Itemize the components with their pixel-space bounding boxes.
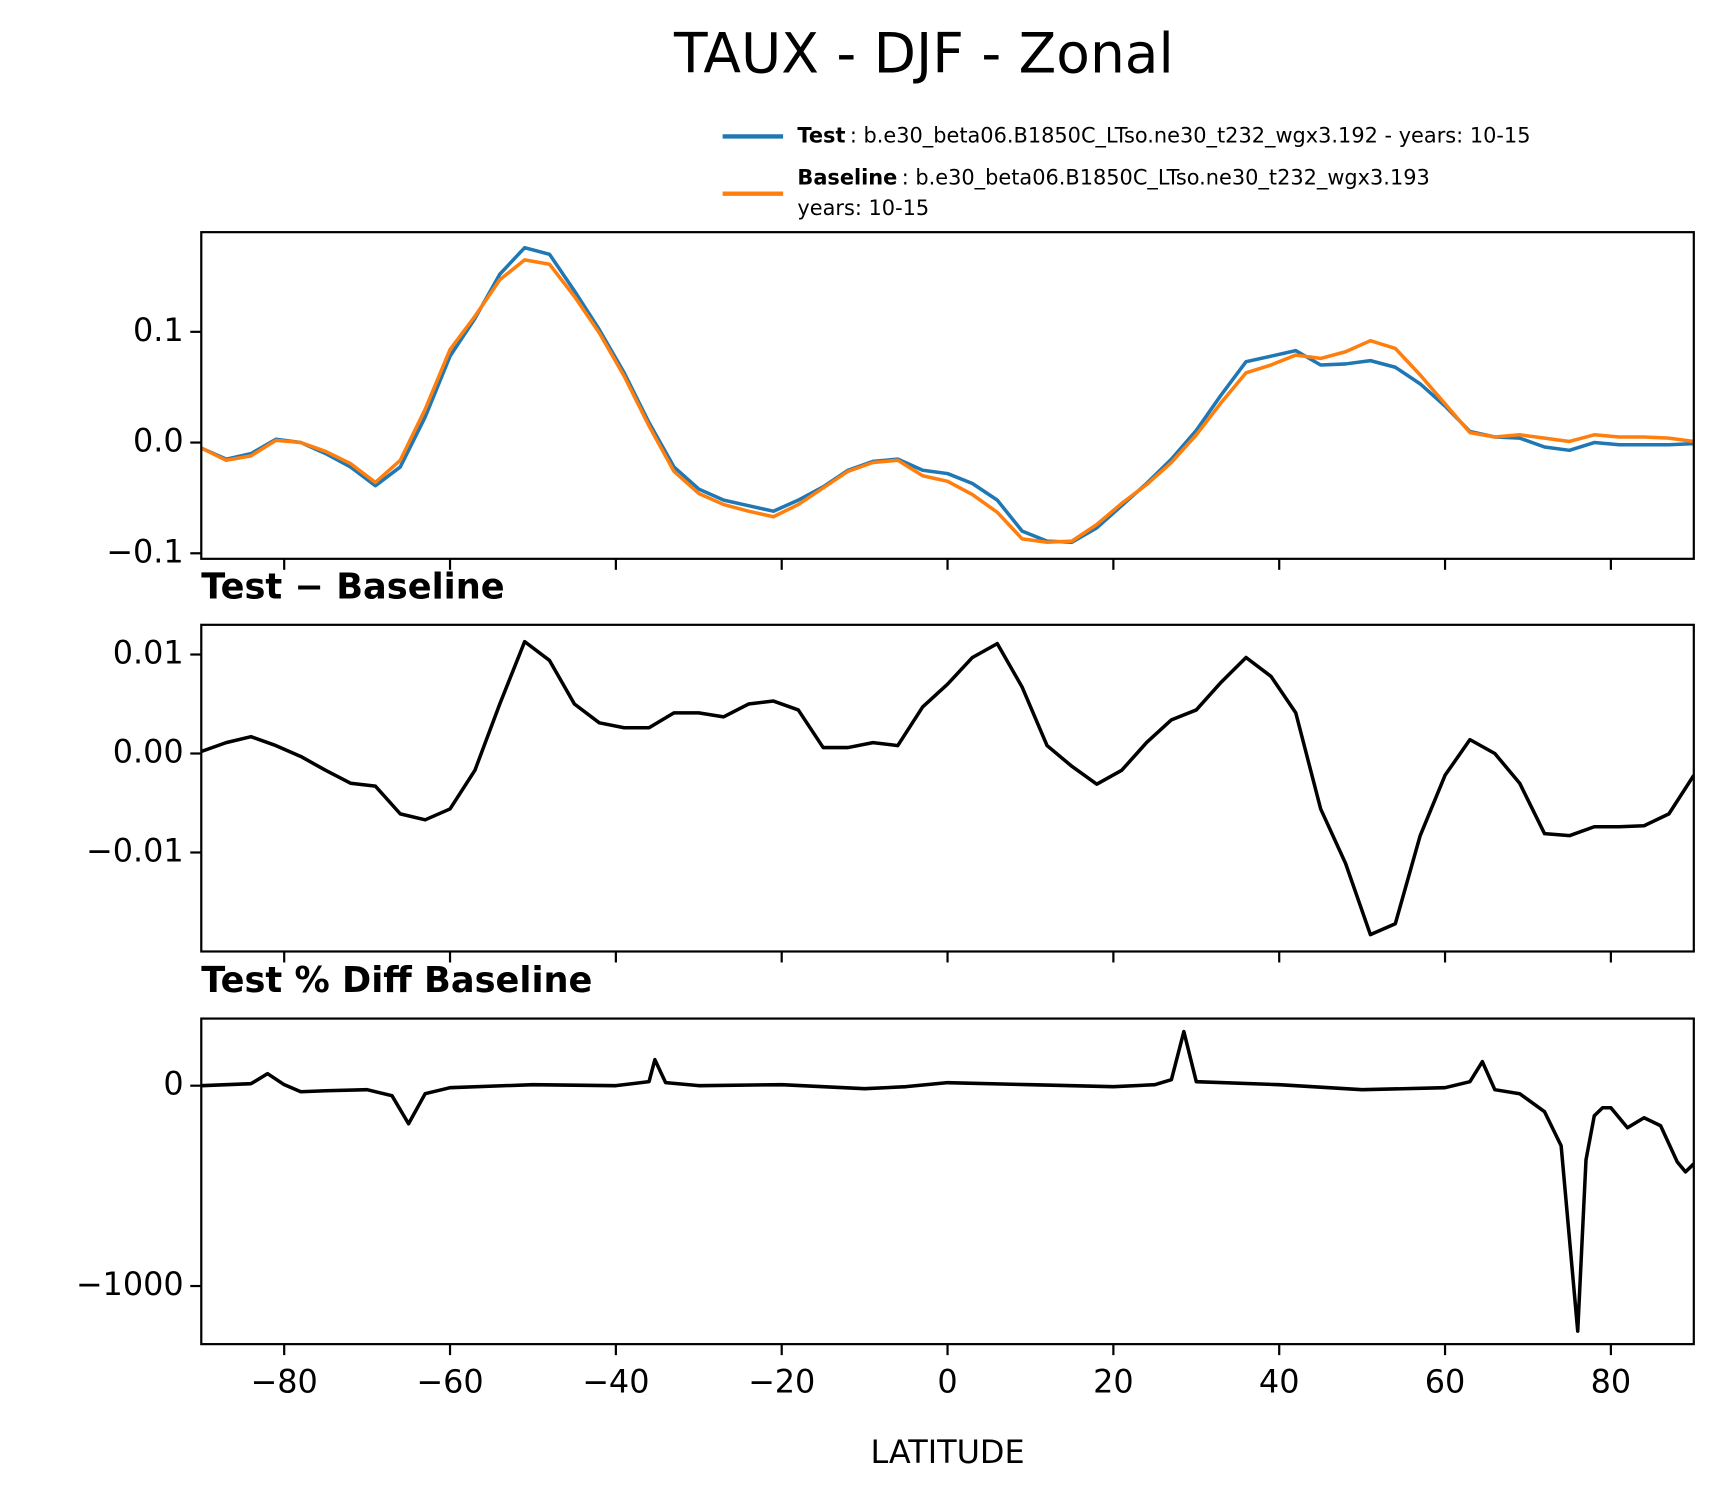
y-tick-label: 0.1 [133,311,184,349]
legend-label: Baseline: b.e30_beta06.B1850C_LTso.ne30_… [797,165,1429,189]
y-tick-label: 0 [163,1065,183,1103]
x-tick-label: −40 [582,1363,649,1401]
series-line [201,258,1694,544]
legend-description: : b.e30_beta06.B1850C_LTso.ne30_t232_wgx… [902,165,1430,189]
x-tick-label: −60 [416,1363,483,1401]
legend-description: years: 10-15 [797,196,929,220]
figure-title: TAUX - DJF - Zonal [673,21,1174,85]
x-tick-label: −80 [251,1363,318,1401]
axes-frame [200,1017,1695,1346]
series-line [201,1029,1694,1333]
y-tick-label: 0.01 [113,634,184,672]
axes-frame [200,623,1695,953]
x-tick-label: 80 [1591,1363,1632,1401]
y-tick-label: −1000 [76,1265,184,1303]
y-tick-label: −0.1 [106,532,183,570]
series-line [201,639,1694,937]
x-tick-label: 0 [937,1363,957,1401]
x-tick-label: 20 [1093,1363,1134,1401]
panel-title: Test % Diff Baseline [201,960,592,1001]
x-tick-label: −20 [748,1363,815,1401]
y-tick-label: −0.01 [86,831,184,869]
x-axis-label: LATITUDE [870,1433,1024,1471]
y-tick-label: 0.0 [133,422,184,460]
legend-name: Test [797,123,845,147]
legend-name: Baseline [797,165,897,189]
y-tick-label: 0.00 [113,732,184,770]
legend-label: Test: b.e30_beta06.B1850C_LTso.ne30_t232… [797,123,1530,147]
x-tick-label: 60 [1425,1363,1466,1401]
panel-title: Test − Baseline [201,566,504,607]
axes-frame [200,231,1695,560]
x-tick-label: 40 [1259,1363,1300,1401]
legend-description: : b.e30_beta06.B1850C_LTso.ne30_t232_wgx… [850,123,1531,147]
